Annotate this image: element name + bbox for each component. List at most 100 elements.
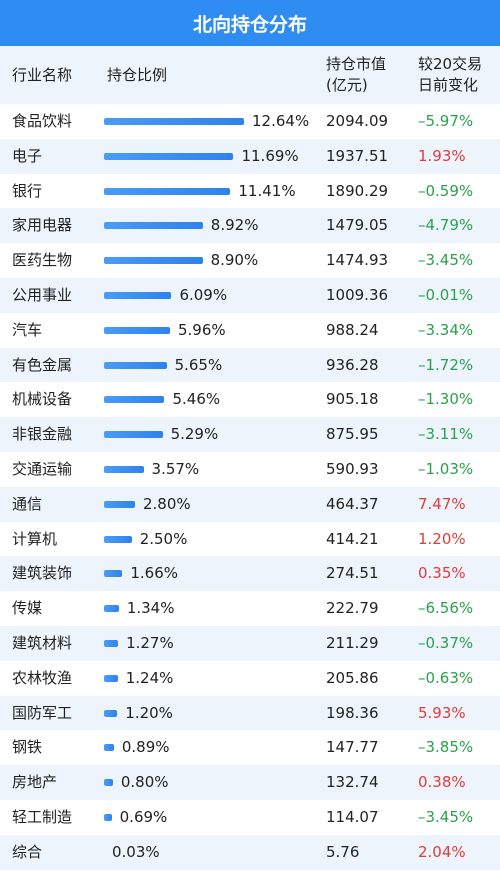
market-value: 198.36: [326, 703, 379, 722]
header-value-line1: 持仓市值: [326, 55, 387, 73]
change-value: –0.63%: [418, 668, 474, 687]
change-value: 7.47%: [418, 494, 466, 513]
market-value: 1479.05: [326, 216, 389, 235]
industry-name: 家用电器: [12, 216, 73, 235]
ratio-bar: [104, 291, 172, 299]
ratio-bar: [104, 570, 123, 578]
market-value: 211.29: [326, 633, 379, 652]
ratio-bar: [104, 535, 132, 543]
ratio-label: 12.64%: [252, 112, 310, 130]
ratio-label: 0.80%: [120, 773, 169, 792]
ratio-bar: [104, 779, 113, 787]
market-value: 414.21: [326, 529, 379, 548]
table-row: 轻工制造 0.69% 114.07 –3.45%: [0, 800, 500, 835]
ratio-bar: [104, 813, 112, 821]
industry-name: 公用事业: [12, 285, 73, 304]
ratio-bar: [104, 361, 167, 369]
ratio-bar: [104, 152, 234, 160]
ratio-label: 6.09%: [179, 285, 228, 304]
header-industry: 行业名称: [12, 66, 73, 84]
change-value: –3.11%: [418, 425, 474, 444]
industry-name: 食品饮料: [12, 112, 73, 130]
industry-name: 医药生物: [12, 251, 73, 270]
ratio-label: 2.50%: [139, 529, 188, 548]
ratio-label: 11.41%: [238, 181, 296, 200]
ratio-label: 5.46%: [172, 390, 221, 409]
change-value: 2.04%: [418, 842, 466, 861]
market-value: 114.07: [326, 807, 379, 826]
table-row: 房地产 0.80% 132.74 0.38%: [0, 765, 500, 800]
market-value: 875.95: [326, 425, 379, 444]
table-row: 机械设备 5.46% 905.18 –1.30%: [0, 382, 500, 417]
industry-name: 传媒: [12, 599, 43, 618]
industry-name: 电子: [12, 146, 43, 165]
ratio-bar: [104, 118, 244, 125]
ratio-bar: [104, 396, 165, 404]
page-title: 北向持仓分布: [0, 0, 500, 46]
table-row: 食品饮料 12.64% 2094.09 –5.97%: [0, 104, 500, 139]
ratio-label: 2.80%: [143, 494, 191, 513]
change-value: –0.59%: [418, 181, 474, 200]
change-value: –1.72%: [418, 355, 474, 374]
ratio-bar: [104, 500, 135, 508]
table-row: 国防军工 1.20% 198.36 5.93%: [0, 695, 500, 731]
industry-name: 汽车: [12, 320, 43, 339]
ratio-bar: [104, 674, 118, 682]
table-row: 计算机 2.50% 414.21 1.20%: [0, 522, 500, 557]
market-value: 905.18: [326, 390, 379, 409]
ratio-label: 5.29%: [170, 425, 219, 444]
table-row: 电子 11.69% 1937.51 1.93%: [0, 138, 500, 174]
industry-name: 国防军工: [12, 703, 73, 722]
ratio-label: 0.89%: [121, 738, 170, 757]
ratio-bar: [104, 465, 144, 473]
market-value: 464.37: [326, 494, 379, 513]
market-value: 1937.51: [326, 146, 389, 165]
change-value: 1.20%: [418, 529, 466, 548]
table-row: 钢铁 0.89% 147.77 –3.85%: [0, 730, 500, 765]
table-row: 汽车 5.96% 988.24 –3.34%: [0, 313, 500, 348]
industry-name: 非银金融: [12, 425, 73, 444]
ratio-bar: [104, 639, 119, 647]
header-value-line2: (亿元): [326, 76, 368, 94]
market-value: 147.77: [326, 738, 379, 757]
ratio-label: 1.34%: [126, 599, 175, 618]
change-value: –3.45%: [418, 807, 474, 826]
ratio-bar: [104, 222, 203, 230]
change-value: –0.37%: [418, 633, 474, 652]
table-row: 传媒 1.34% 222.79 –6.56%: [0, 591, 500, 626]
header-change-line1: 较20交易: [418, 55, 483, 73]
table-row: 医药生物 8.90% 1474.93 –3.45%: [0, 243, 500, 278]
ratio-label: 3.57%: [151, 459, 200, 478]
market-value: 2094.09: [326, 112, 389, 130]
ratio-bar: [104, 709, 118, 717]
change-value: –3.34%: [418, 320, 474, 339]
market-value: 1009.36: [326, 285, 389, 304]
table-row: 建筑材料 1.27% 211.29 –0.37%: [0, 625, 500, 661]
industry-name: 综合: [12, 842, 43, 861]
ratio-bar: [104, 605, 119, 613]
header-value: 持仓市值 (亿元): [326, 54, 386, 96]
ratio-label: 1.20%: [125, 703, 173, 722]
change-value: –4.79%: [418, 216, 474, 235]
table-row: 公用事业 6.09% 1009.36 –0.01%: [0, 277, 500, 313]
table-row: 通信 2.80% 464.37 7.47%: [0, 486, 500, 522]
market-value: 222.79: [326, 599, 379, 618]
ratio-label: 8.92%: [210, 216, 259, 235]
change-value: 1.93%: [418, 146, 466, 165]
industry-name: 钢铁: [12, 738, 43, 757]
ratio-label: 0.03%: [112, 842, 160, 861]
industry-name: 通信: [12, 494, 43, 513]
market-value: 936.28: [326, 355, 379, 374]
table-row: 家用电器 8.92% 1479.05 –4.79%: [0, 208, 500, 244]
header-change: 较20交易 日前变化: [418, 54, 482, 96]
market-value: 1890.29: [326, 181, 389, 200]
industry-name: 有色金属: [12, 355, 73, 374]
change-value: –5.97%: [418, 112, 474, 130]
ratio-bar: [104, 257, 203, 265]
industry-name: 机械设备: [12, 390, 73, 409]
header-ratio: 持仓比例: [107, 66, 168, 84]
ratio-bar: [104, 431, 163, 439]
table-row: 银行 11.41% 1890.29 –0.59%: [0, 174, 500, 209]
industry-name: 房地产: [12, 773, 58, 792]
